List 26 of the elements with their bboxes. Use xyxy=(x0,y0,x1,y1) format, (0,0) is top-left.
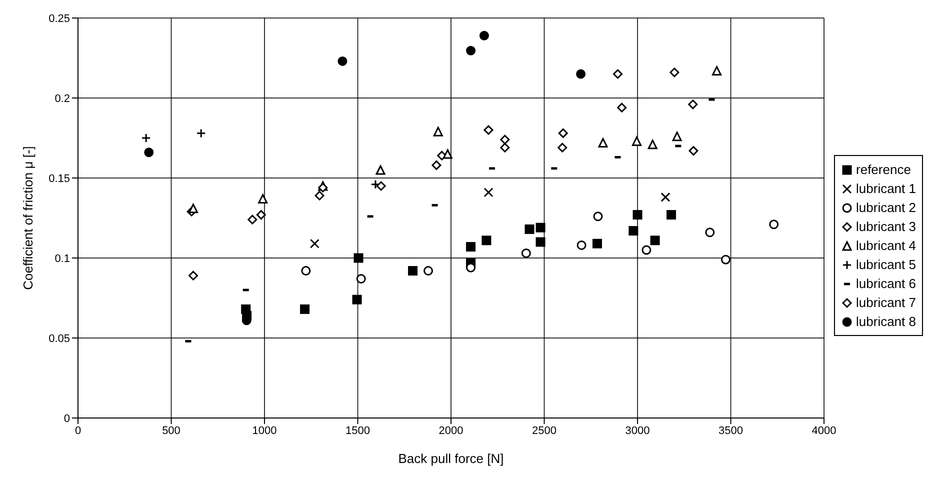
x-tick-label: 2000 xyxy=(438,424,464,437)
y-tick-label: 0.15 xyxy=(48,172,70,185)
x-tick-label: 1000 xyxy=(252,424,277,437)
legend-label: lubricant 7 xyxy=(856,295,916,310)
y-axis-title: Coefficient of friction μ [-] xyxy=(20,146,36,290)
y-tick-label: 0 xyxy=(64,412,70,425)
x-tick-label: 4000 xyxy=(812,424,836,437)
legend-label: lubricant 6 xyxy=(856,276,916,291)
legend-label: reference xyxy=(856,162,911,177)
x-axis-title: Back pull force [N] xyxy=(398,451,504,466)
legend-label: lubricant 2 xyxy=(856,200,916,215)
y-tick-label: 0.05 xyxy=(48,332,70,345)
legend-label: lubricant 8 xyxy=(856,314,916,329)
x-tick-label: 3000 xyxy=(625,424,650,437)
x-tick-label: 2500 xyxy=(532,424,556,437)
legend-label: lubricant 3 xyxy=(856,219,916,234)
legend-label: lubricant 5 xyxy=(856,257,916,272)
x-tick-label: 3500 xyxy=(718,424,744,437)
y-tick-label: 0.1 xyxy=(54,252,70,265)
y-tick-label: 0.25 xyxy=(48,12,70,25)
legend-label: lubricant 4 xyxy=(856,238,916,253)
legend-label: lubricant 1 xyxy=(856,181,916,196)
x-tick-label: 1500 xyxy=(346,424,370,437)
x-tick-label: 500 xyxy=(162,424,180,437)
x-tick-label: 0 xyxy=(74,424,82,437)
y-tick-label: 0.2 xyxy=(54,92,70,105)
